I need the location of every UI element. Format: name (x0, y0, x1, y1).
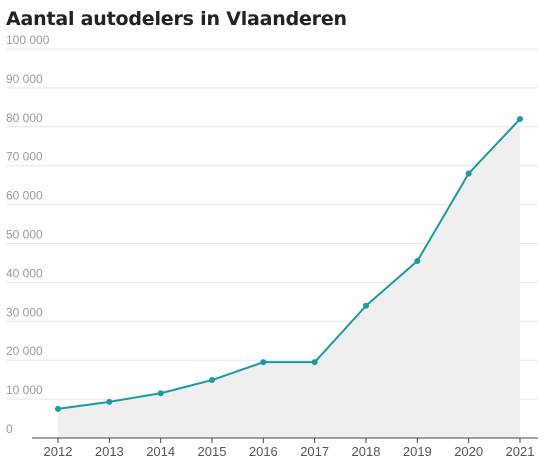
data-point (209, 377, 215, 384)
y-tick-labels: 0 10 000 20 000 30 000 40 000 50 000 60 000 70 … (6, 33, 50, 436)
data-point (363, 302, 369, 309)
series-line (57, 118, 521, 410)
y-tick-label: 80 000 (6, 111, 43, 125)
x-tick-label: 2015 (198, 444, 227, 459)
x-tick-label: 2021 (506, 444, 535, 459)
y-tick-label: 60 000 (6, 189, 43, 203)
y-tick-label: 90 000 (6, 72, 43, 86)
area-shape (58, 119, 520, 439)
x-tick-label: 2017 (300, 444, 329, 459)
x-tick-label: 2019 (403, 444, 432, 459)
y-tick-label: 50 000 (6, 228, 43, 242)
area-fill (58, 119, 520, 439)
data-point (106, 398, 113, 405)
y-tick-label: 100 000 (6, 33, 50, 47)
data-point (311, 359, 318, 366)
y-tick-label: 0 (6, 422, 13, 436)
data-point (55, 405, 61, 412)
chart-title: Aantal autodelers in Vlaanderen (6, 8, 347, 30)
y-tick-label: 20 000 (6, 344, 43, 358)
y-tick-label: 10 000 (6, 383, 43, 397)
y-tick-label: 40 000 (6, 266, 43, 280)
x-tick-label: 2012 (44, 444, 73, 459)
x-tick-label: 2020 (454, 444, 483, 459)
data-points (55, 116, 523, 412)
data-point (157, 390, 164, 397)
x-tick-label: 2016 (249, 444, 278, 459)
x-tick-labels: 2012 2013 2014 2015 2016 2017 2018 2019 2020 2021 (44, 444, 535, 459)
data-point (465, 170, 472, 177)
x-axis (32, 437, 538, 443)
data-point (517, 116, 523, 123)
x-tick-label: 2018 (352, 444, 381, 459)
y-tick-label: 30 000 (6, 305, 43, 319)
x-tick-label: 2014 (146, 444, 175, 459)
data-point (414, 258, 421, 265)
data-point (260, 359, 267, 366)
series-line-path (57, 118, 521, 410)
y-tick-label: 70 000 (6, 150, 43, 164)
x-tick-label: 2013 (95, 444, 124, 459)
